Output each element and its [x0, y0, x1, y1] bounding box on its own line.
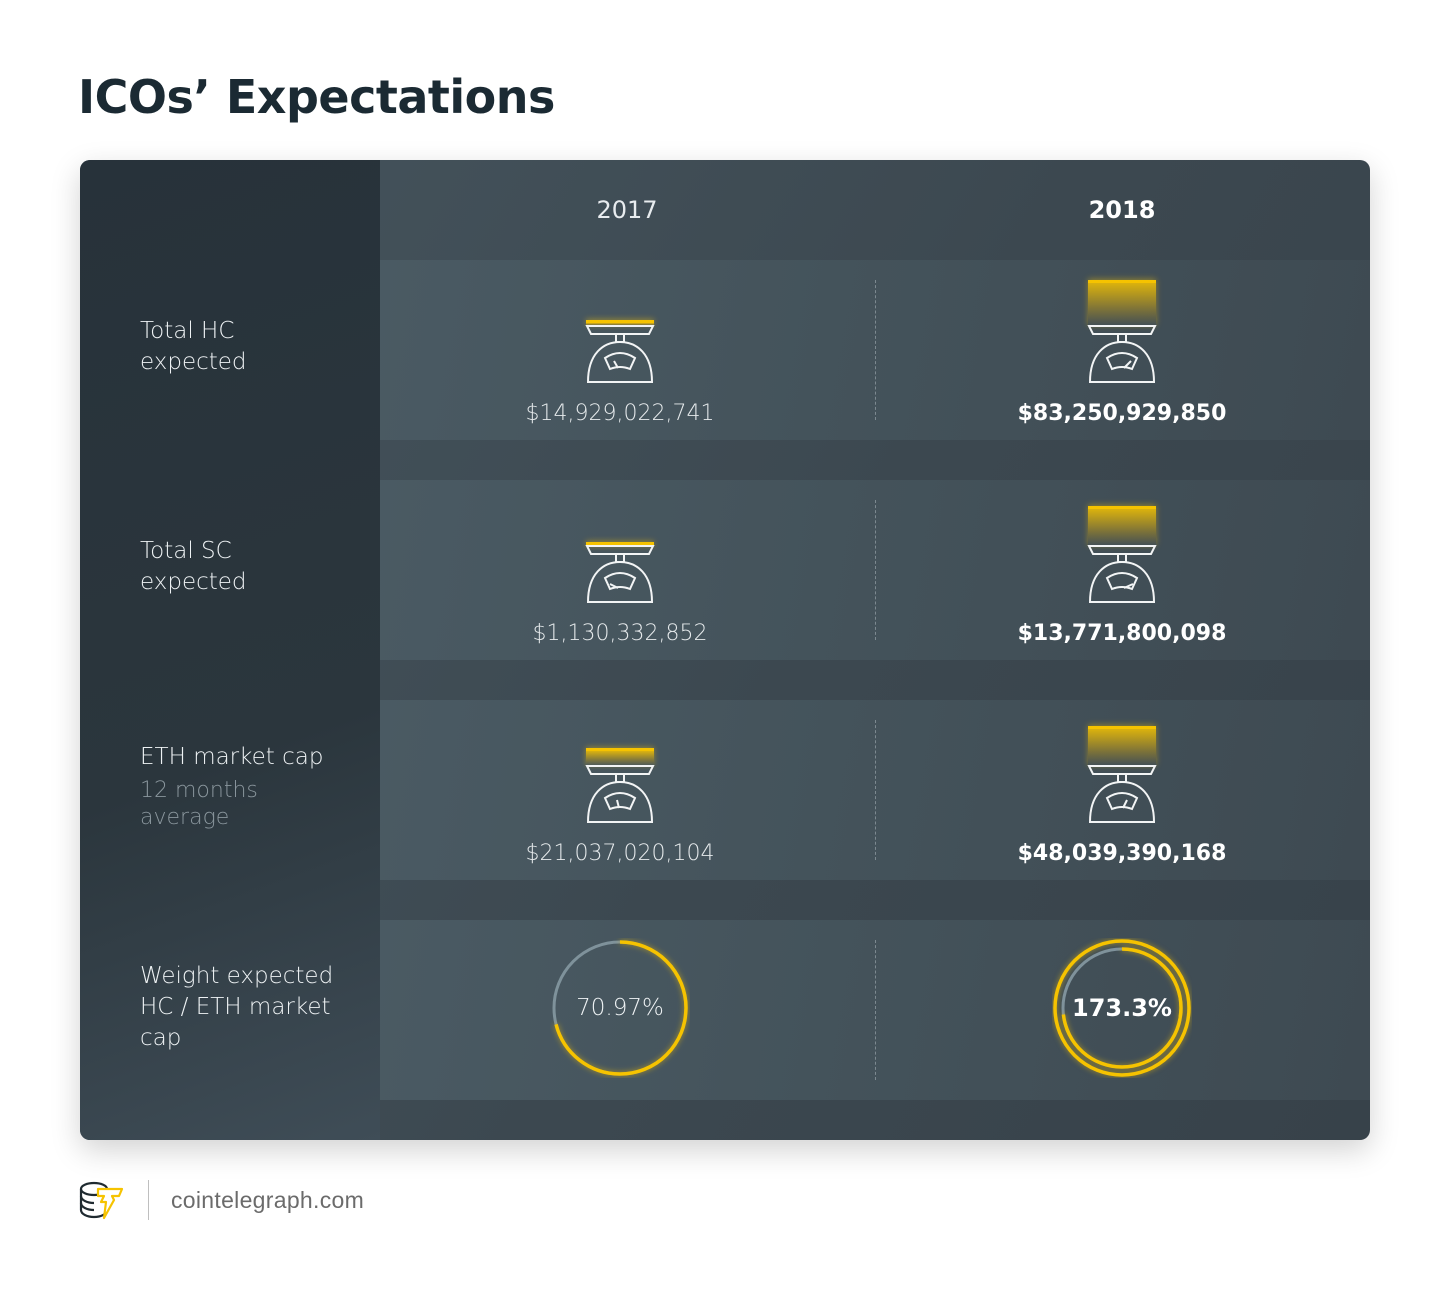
row-sublabel-line: 12 months [140, 778, 258, 803]
row-sublabel-line: average [140, 805, 230, 830]
comparison-table: Total HC expected Total SC expected ETH … [80, 160, 1370, 1140]
row-label-weight-expected: Weight expected HC / ETH market cap [140, 961, 333, 1054]
row-label-line: ETH market cap [140, 744, 324, 770]
footer-separator [148, 1180, 149, 1220]
row-sublabel: 12 months average [140, 777, 323, 831]
row-label-eth-market-cap: ETH market cap 12 months average [140, 742, 323, 831]
row-total-sc: $1,130,332,852 $13,771,800,098 [380, 480, 1370, 660]
cell-2018: $48,039,390,168 [972, 700, 1272, 880]
row-label-line: cap [140, 1025, 182, 1051]
row-total-hc: $14,929,022,741 $83,250,929,850 [380, 260, 1370, 440]
row-labels-column: Total HC expected Total SC expected ETH … [80, 160, 380, 1140]
row-label-total-sc: Total SC expected [140, 536, 247, 598]
scale-icon [585, 764, 655, 824]
cell-2018: 173.3% [972, 920, 1272, 1100]
value-2018: $13,771,800,098 [1017, 621, 1227, 646]
cell-2017: $21,037,020,104 [470, 700, 770, 880]
row-label-line: expected [140, 349, 247, 375]
footer: cointelegraph.com [78, 1178, 364, 1222]
page-title: ICOs’ Expectations [78, 70, 555, 124]
value-2017: $1,130,332,852 [532, 621, 708, 646]
value-bar [1088, 726, 1156, 766]
scale-icon [1087, 544, 1157, 604]
column-divider [875, 720, 876, 860]
cell-2017: 70.97% [470, 920, 770, 1100]
progress-ring-icon [552, 940, 688, 1076]
value-bar [586, 748, 654, 766]
cell-2018: $13,771,800,098 [972, 480, 1272, 660]
row-label-line: Total HC [140, 318, 235, 344]
cell-2017: $14,929,022,741 [470, 260, 770, 440]
value-bar [1088, 280, 1156, 326]
scale-icon [585, 544, 655, 604]
value-bar [586, 542, 654, 547]
column-divider [875, 500, 876, 640]
ring-value-2018: 173.3% [1072, 994, 1172, 1022]
value-2017: $21,037,020,104 [525, 841, 715, 866]
column-header-2017: 2017 [596, 196, 658, 224]
row-label-line: Weight expected [140, 963, 334, 989]
site-link[interactable]: cointelegraph.com [171, 1186, 365, 1213]
row-weight-expected: 70.97% 173.3% [380, 920, 1370, 1100]
value-2018: $48,039,390,168 [1017, 841, 1227, 866]
cell-2017: $1,130,332,852 [470, 480, 770, 660]
cell-2018: $83,250,929,850 [972, 260, 1272, 440]
value-bar [1088, 506, 1156, 546]
column-divider [875, 940, 876, 1080]
row-label-total-hc: Total HC expected [140, 316, 247, 378]
value-2018: $83,250,929,850 [1017, 401, 1227, 426]
row-eth-market-cap: $21,037,020,104 $48,039,390,168 [380, 700, 1370, 880]
column-header-2018: 2018 [1088, 196, 1156, 224]
row-label-line: Total SC [140, 538, 232, 564]
scale-icon [585, 324, 655, 384]
column-divider [875, 280, 876, 420]
scale-icon [1087, 764, 1157, 824]
progress-ring-icon [1053, 939, 1191, 1077]
row-label-line: HC / ETH market [140, 994, 331, 1020]
value-bar [586, 320, 654, 326]
ring-value-2017: 70.97% [576, 995, 664, 1021]
row-label-line: expected [140, 569, 247, 595]
value-2017: $14,929,022,741 [525, 401, 715, 426]
cointelegraph-logo-icon [79, 1181, 124, 1220]
scale-icon [1087, 324, 1157, 384]
